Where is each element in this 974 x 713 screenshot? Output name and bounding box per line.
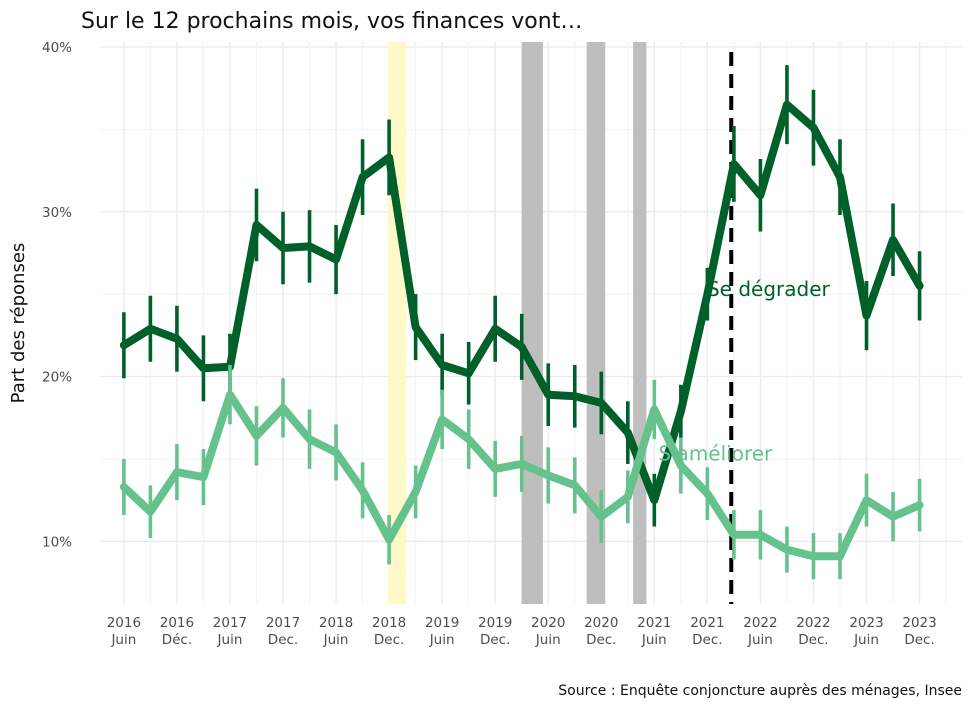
- x-tick-label-period: Juin: [323, 632, 349, 648]
- y-axis-label: Part des réponses: [8, 243, 29, 404]
- series-group: [119, 65, 924, 580]
- x-tick-label-year: 2023: [849, 615, 883, 631]
- y-axis-ticks: 10% 20% 30% 40%: [42, 40, 72, 550]
- x-tick-label-period: Dec.: [904, 632, 934, 648]
- x-tick-label-period: Dec.: [374, 632, 404, 648]
- y-tick-label: 20%: [42, 370, 72, 386]
- series-label: S'améliorer: [658, 442, 773, 466]
- series-line: [119, 390, 924, 561]
- x-tick-label-year: 2018: [319, 615, 353, 631]
- x-tick-label-year: 2019: [425, 615, 459, 631]
- x-tick-label-period: Dec.: [798, 632, 828, 648]
- x-tick-label-period: Dec.: [692, 632, 722, 648]
- x-tick-label-year: 2022: [743, 615, 777, 631]
- x-tick-label-year: 2016: [160, 615, 194, 631]
- x-tick-label-year: 2020: [584, 615, 618, 631]
- x-tick-label-year: 2020: [531, 615, 565, 631]
- series-label: Se dégrader: [707, 277, 831, 301]
- x-tick-label-year: 2016: [107, 615, 141, 631]
- x-tick-label-period: Juin: [217, 632, 243, 648]
- x-tick-label-period: Dec.: [480, 632, 510, 648]
- series-s-ameliorer: [119, 365, 924, 580]
- x-tick-label-year: 2019: [478, 615, 512, 631]
- x-tick-label-year: 2022: [796, 615, 830, 631]
- series-labels: Se dégrader S'améliorer: [658, 277, 830, 466]
- y-tick-label: 30%: [42, 205, 72, 221]
- shaded-period: [586, 42, 606, 604]
- x-tick-label-year: 2018: [372, 615, 406, 631]
- x-tick-label-year: 2023: [902, 615, 936, 631]
- x-tick-label-period: Juin: [110, 632, 136, 648]
- chart-caption: Source : Enquête conjoncture auprès des …: [558, 683, 962, 699]
- x-tick-label-period: Juin: [641, 632, 667, 648]
- y-tick-label: 10%: [42, 534, 72, 550]
- x-tick-label-period: Déc.: [162, 632, 192, 648]
- series-se-degrader: [119, 65, 924, 527]
- x-tick-label-year: 2021: [690, 615, 724, 631]
- x-tick-label-period: Juin: [853, 632, 879, 648]
- shaded-period: [633, 42, 647, 604]
- shaded-periods: [387, 42, 647, 604]
- x-tick-label-period: Dec.: [586, 632, 616, 648]
- series-line: [119, 100, 924, 505]
- y-tick-label: 40%: [42, 40, 72, 56]
- x-tick-label-year: 2017: [213, 615, 247, 631]
- x-tick-label-period: Dec.: [268, 632, 298, 648]
- x-tick-label-year: 2017: [266, 615, 300, 631]
- x-tick-label-year: 2021: [637, 615, 671, 631]
- shaded-period: [521, 42, 543, 604]
- x-axis-ticks: 2016Juin2016Déc.2017Juin2017Dec.2018Juin…: [107, 615, 937, 648]
- x-tick-label-period: Juin: [429, 632, 455, 648]
- chart-title: Sur le 12 prochains mois, vos finances v…: [81, 9, 582, 34]
- x-tick-label-period: Juin: [535, 632, 561, 648]
- x-tick-label-period: Juin: [747, 632, 773, 648]
